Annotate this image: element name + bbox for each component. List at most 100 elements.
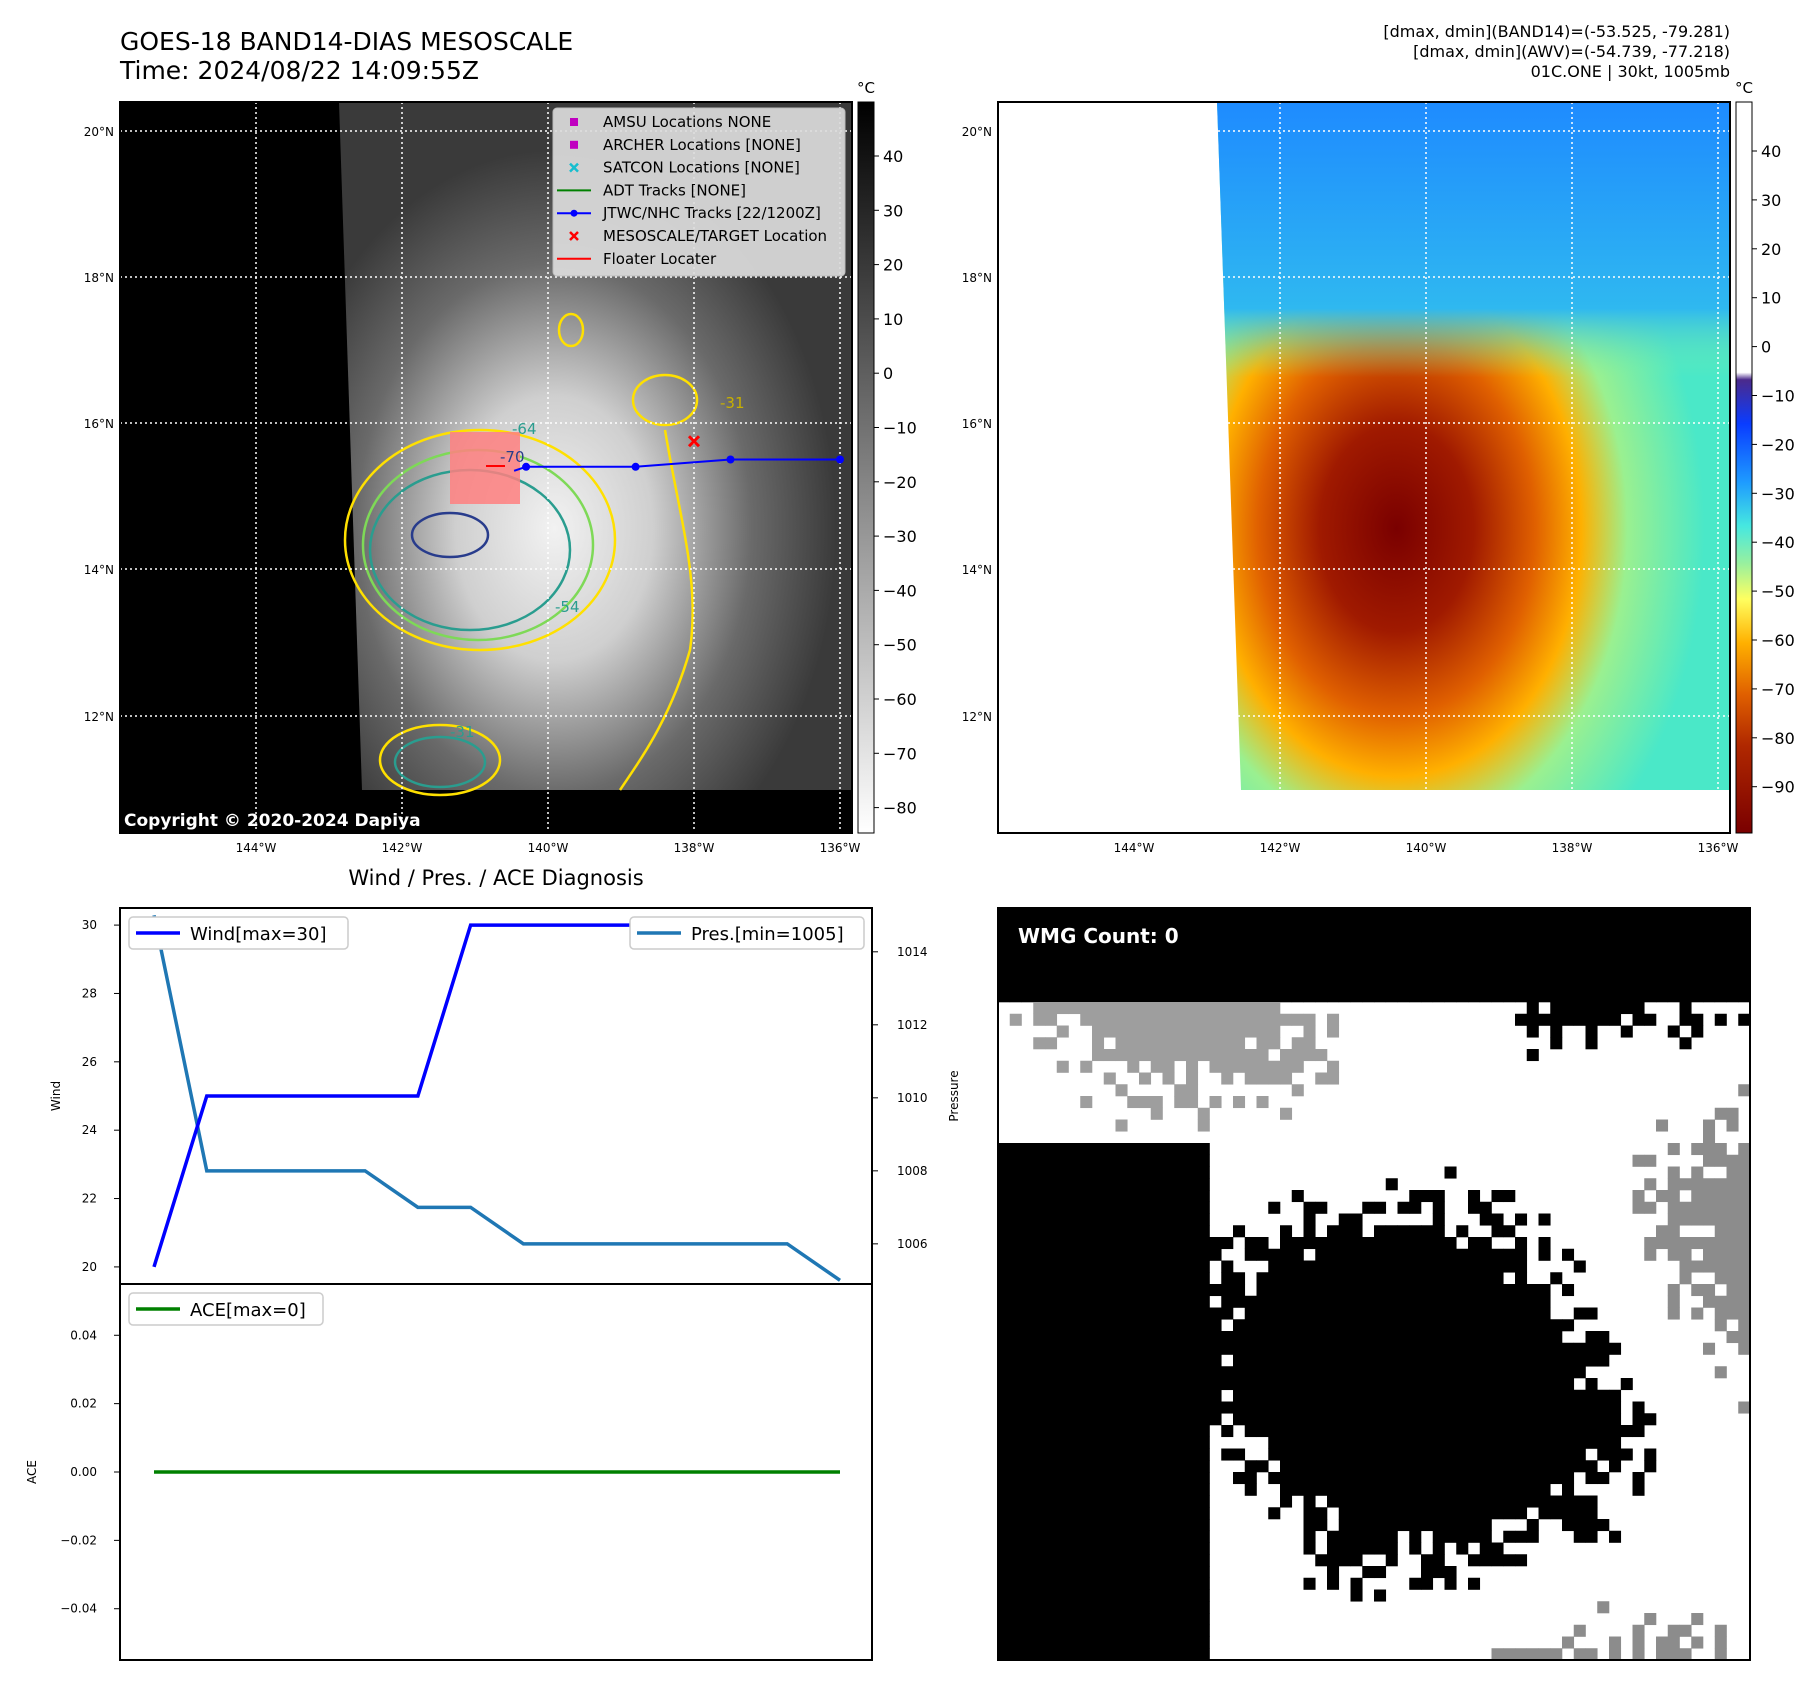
wmg-cell [1139,1154,1152,1167]
wmg-cell [1033,955,1046,968]
wmg-cell [1327,908,1340,921]
wmg-cell [1092,1342,1105,1355]
wmg-cell [1421,1507,1434,1520]
wmg-cell [1632,955,1645,968]
wmg-cell [1056,1060,1069,1073]
wmg-cell [1691,1260,1704,1273]
wmg-cell [1197,919,1210,932]
wmg-cell [1280,1413,1293,1426]
wmg-cell [998,1354,1011,1367]
wmg-cell [1150,1307,1163,1320]
wmg-cell [1045,1530,1058,1543]
colorbar-tick-label: 40 [1761,142,1781,161]
wmg-cell [1127,1624,1140,1637]
wmg-cell [1409,1248,1422,1261]
wmg-cell [1409,1495,1422,1508]
wmg-cell [1127,1378,1140,1391]
wmg-cell [1186,908,1199,921]
wmg-cell [1703,966,1716,979]
wmg-cell [1667,1624,1680,1637]
wmg-cell [1056,1272,1069,1285]
wmg-cell [1362,1248,1375,1261]
wmg-cell [1139,1601,1152,1614]
wmg-cell [1609,1636,1622,1649]
wmg-cell [1103,1378,1116,1391]
wmg-cell [1609,1389,1622,1402]
wmg-cell [1468,1472,1481,1485]
wmg-cell [1080,1201,1093,1214]
wmg-cell [1115,1037,1128,1050]
wmg-cell [1385,955,1398,968]
wmg-cell [1550,943,1563,956]
wmg-cell [1009,966,1022,979]
wmg-cell [1479,1425,1492,1438]
wmg-cell [1174,1013,1187,1026]
wmg-cell [1021,1213,1034,1226]
wmg-cell [1174,1613,1187,1626]
wmg-cell [1573,1366,1586,1379]
wmg-cell [1033,1154,1046,1167]
wmg-cell [1009,1624,1022,1637]
wmg-cell [1538,1389,1551,1402]
wmg-cell [1714,1648,1727,1661]
wmg-cell [1362,1284,1375,1297]
wmg-cell [1315,990,1328,1003]
wmg-cell [1667,1166,1680,1179]
contour-navy [410,511,490,559]
wmg-cell [1573,1260,1586,1273]
wmg-cell [1056,1213,1069,1226]
wmg-cell [1609,1342,1622,1355]
wmg-cell [1609,966,1622,979]
wmg-cell [1303,1401,1316,1414]
wmg-cell [1080,1448,1093,1461]
wmg-cell [1526,1425,1539,1438]
wmg-cell [1150,1284,1163,1297]
wmg-cell [998,1483,1011,1496]
wmg-cell [1350,1237,1363,1250]
wmg-cell [1045,1166,1058,1179]
wmg-cell [1092,1425,1105,1438]
wmg-cell [1538,1425,1551,1438]
wmg-cell [1139,1566,1152,1579]
wmg-cell [1244,1413,1257,1426]
wmg-cell [1244,978,1257,991]
wmg-cell [1115,1624,1128,1637]
wmg-cell [1691,943,1704,956]
wmg-cell [1714,1295,1727,1308]
wmg-cell [1092,1530,1105,1543]
wmg-cell [1092,1025,1105,1038]
wmg-cell [1033,1554,1046,1567]
wmg-cell [1115,1319,1128,1332]
wmg-cell [1092,978,1105,991]
wmg-cell [1103,1436,1116,1449]
wmg-cell [1056,1589,1069,1602]
wmg-cell [998,1460,1011,1473]
wmg-cell [1432,1366,1445,1379]
wmg-cell [1186,1636,1199,1649]
wmg-cell [1186,1096,1199,1109]
wmg-cell [1233,1025,1246,1038]
wmg-cell [1280,943,1293,956]
wmg-cell [1515,990,1528,1003]
wmg-cell [1315,1201,1328,1214]
wmg-cell [1338,1342,1351,1355]
wmg-cell [1374,1389,1387,1402]
wmg-cell [1491,1284,1504,1297]
wmg-cell [1115,1049,1128,1062]
wmg-cell [998,1601,1011,1614]
wmg-cell [1092,1272,1105,1285]
wmg-cell [998,1295,1011,1308]
wmg-cell [1491,1542,1504,1555]
wmg-cell [1338,1401,1351,1414]
wmg-cell [998,1260,1011,1273]
wmg-cell [1280,990,1293,1003]
wmg-cell [1644,966,1657,979]
wmg-cell [1609,943,1622,956]
wmg-cell [1139,908,1152,921]
colorbar-tick-label: −70 [883,744,917,763]
lat-tick-label: 12°N [84,710,114,724]
wmg-cell [1667,1237,1680,1250]
wmg-cell [1479,1413,1492,1426]
floater-box [450,432,520,504]
wmg-cell [1256,1037,1269,1050]
